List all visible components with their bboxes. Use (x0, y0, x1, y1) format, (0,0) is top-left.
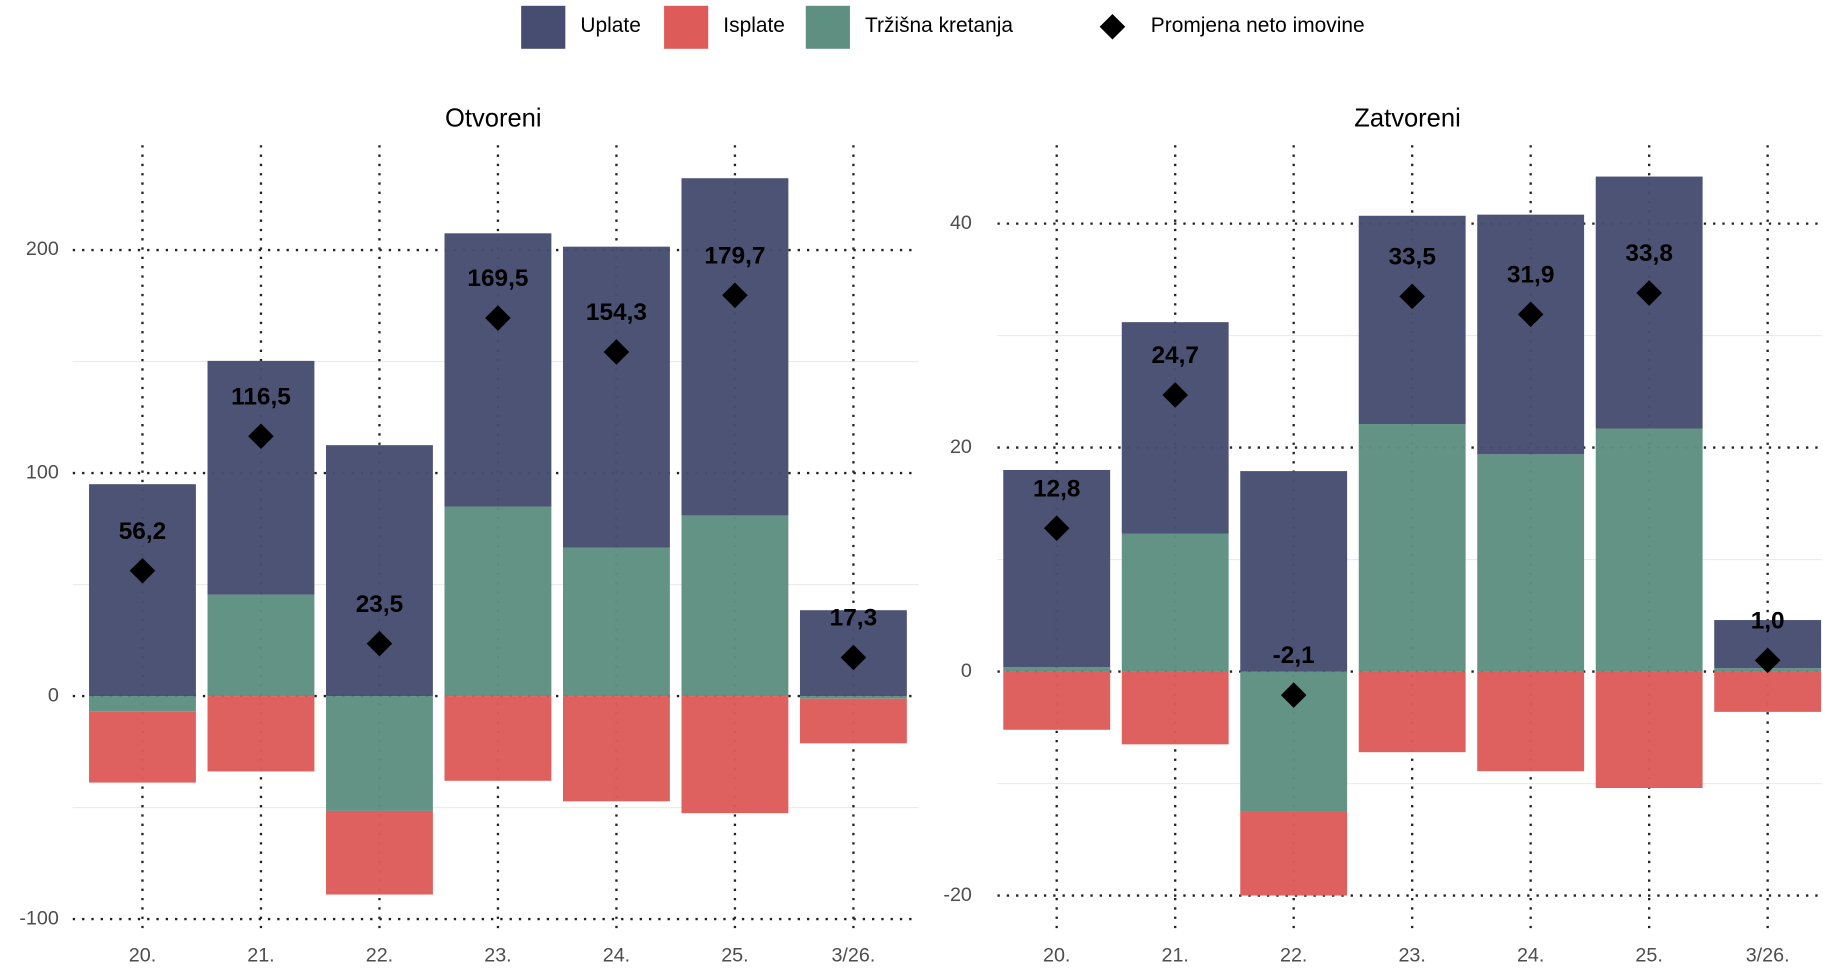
legend-label: Tržišna kretanja (865, 14, 1013, 37)
x-tick-label: 24. (603, 944, 630, 966)
x-tick-label: 25. (1635, 944, 1662, 966)
bar-segment (89, 696, 196, 712)
bar-segment (444, 696, 552, 781)
bar-segment (799, 698, 907, 744)
value-label: 56,2 (119, 518, 166, 545)
x-tick-label: 23. (484, 944, 511, 966)
legend-label: Uplate (580, 14, 640, 37)
bar-segment (207, 360, 315, 595)
value-label: 24,7 (1151, 342, 1198, 369)
value-label: 1,0 (1751, 607, 1785, 634)
bar-segment (1003, 671, 1111, 730)
value-label: 154,3 (586, 299, 647, 326)
y-tick-label: 100 (26, 461, 59, 483)
net-change-marker (603, 339, 630, 365)
legend-label: Promjena neto imovine (1151, 14, 1365, 37)
net-change-marker (1162, 382, 1188, 408)
value-label: 33,8 (1625, 240, 1672, 267)
legend-key (521, 5, 566, 49)
value-label: 116,5 (231, 383, 291, 410)
x-tick-label: 24. (1517, 944, 1544, 966)
net-change-marker (1280, 682, 1307, 708)
value-label: 17,3 (830, 605, 877, 632)
bar-segment (1358, 424, 1466, 672)
x-tick-label: 23. (1398, 944, 1425, 966)
x-tick-label: 22. (1280, 944, 1307, 966)
bar-segment (1714, 671, 1822, 712)
legend-label: Isplate (723, 14, 785, 37)
y-tick-label: 200 (26, 238, 59, 260)
bar-segment (1595, 428, 1703, 672)
bar-segment (1477, 454, 1585, 672)
bar-segment (1595, 671, 1703, 789)
panel-title: Zatvoreni (1354, 104, 1461, 132)
legend-key (805, 5, 850, 49)
net-change-marker (129, 557, 156, 584)
bar-segment (1003, 469, 1111, 668)
bar-segment (562, 246, 670, 548)
bar-segment (444, 233, 552, 507)
y-tick-label: -100 (19, 907, 59, 929)
bar-segment (207, 594, 315, 697)
value-label: 31,9 (1507, 261, 1554, 288)
value-label: 179,7 (704, 242, 765, 269)
bar-segment (326, 696, 433, 811)
legend-key (664, 5, 709, 49)
net-change-marker (722, 282, 748, 309)
y-tick-label: -20 (943, 884, 972, 906)
bar-segment (326, 810, 433, 895)
x-tick-label: 3/26. (831, 944, 875, 966)
bar-segment (1358, 215, 1466, 425)
legend-key (1099, 13, 1126, 40)
x-tick-label: 20. (129, 944, 156, 966)
bar-segment (1240, 811, 1348, 896)
bar-segment (1121, 322, 1229, 534)
bar-segment (444, 506, 552, 697)
bar-segment (562, 696, 670, 802)
value-label: 23,5 (356, 591, 403, 618)
x-tick-label: 21. (1161, 944, 1188, 966)
bar-segment (562, 547, 670, 697)
y-tick-label: 40 (950, 212, 972, 234)
bar-segment (89, 484, 196, 697)
bar-segment (1358, 671, 1466, 753)
bar-segment (1240, 471, 1348, 672)
bar-segment (1477, 214, 1585, 455)
x-tick-label: 25. (721, 944, 748, 966)
y-tick-label: 0 (961, 660, 972, 682)
value-label: 12,8 (1033, 475, 1080, 502)
y-tick-label: 0 (48, 684, 59, 706)
x-tick-label: 22. (366, 944, 393, 966)
net-change-marker (485, 305, 511, 331)
bar-segment (89, 711, 196, 783)
x-tick-label: 21. (247, 944, 274, 966)
value-label: -2,1 (1273, 642, 1315, 669)
value-label: 169,5 (467, 265, 528, 292)
bar-segment (799, 696, 907, 699)
bar-segment (681, 178, 789, 516)
bar-segment (1121, 533, 1229, 672)
bar-segment (1121, 671, 1229, 745)
bar-segment (326, 445, 433, 697)
y-tick-label: 20 (950, 436, 972, 458)
panel-title: Otvoreni (445, 104, 542, 132)
value-label: 33,5 (1388, 243, 1435, 270)
bar-segment (207, 696, 315, 772)
bar-segment (1477, 671, 1585, 772)
net-change-marker (366, 630, 393, 657)
bar-segment (681, 515, 789, 697)
x-tick-label: 3/26. (1746, 944, 1790, 966)
net-change-marker (840, 644, 867, 671)
x-tick-label: 20. (1043, 944, 1070, 966)
bar-segment (1003, 667, 1111, 672)
net-change-marker (1636, 280, 1662, 306)
bar-segment (681, 696, 789, 814)
